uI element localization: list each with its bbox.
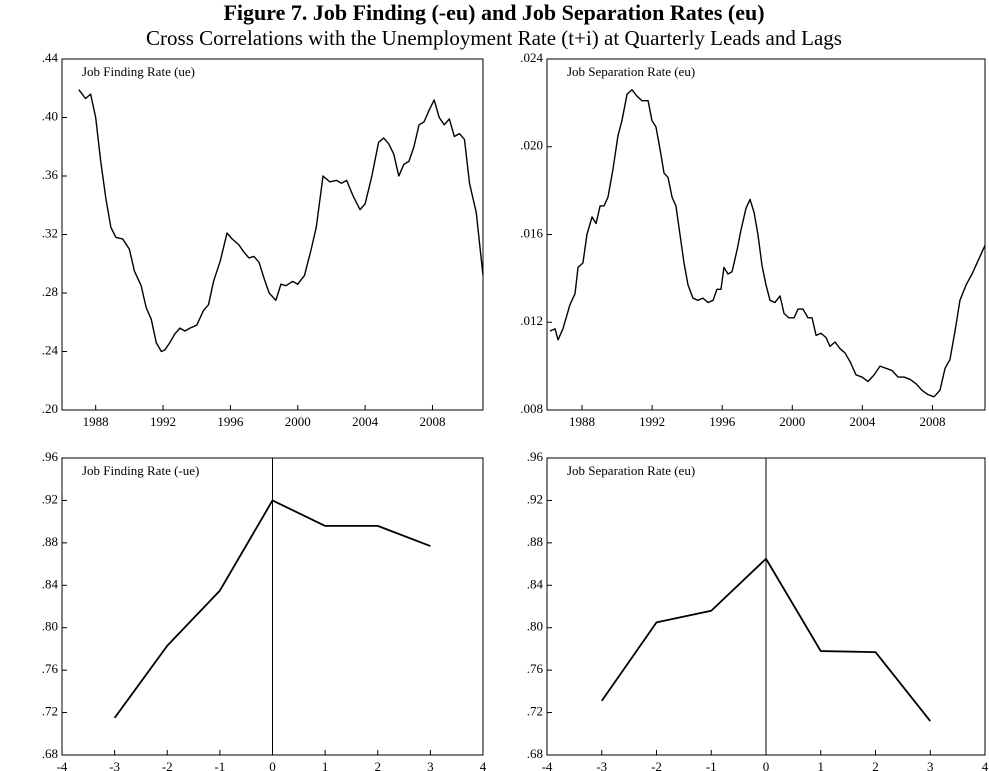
y-tick-label: .012 [520, 313, 543, 328]
x-tick-label: 2004 [849, 414, 876, 429]
y-tick-label: .84 [42, 576, 59, 591]
plot-frame [61, 58, 484, 411]
series-label: Job Separation Rate (eu) [567, 463, 695, 478]
x-tick-label: 2 [375, 759, 382, 771]
x-tick-label: -4 [542, 759, 553, 771]
figure-subtitle: Cross Correlations with the Unemployment… [146, 26, 842, 50]
data-line [601, 557, 931, 722]
series-label: Job Separation Rate (eu) [567, 64, 695, 79]
y-tick-label: .92 [42, 491, 58, 506]
y-tick-label: .96 [42, 449, 59, 464]
y-tick-label: .008 [520, 401, 543, 416]
x-tick-label: -4 [57, 759, 68, 771]
x-tick-label: 4 [982, 759, 989, 771]
y-tick-label: .80 [42, 619, 58, 634]
figure-title: Figure 7. Job Finding (-eu) and Job Sepa… [223, 0, 764, 25]
y-tick-label: .68 [42, 746, 58, 761]
x-tick-label: 1 [322, 759, 329, 771]
data-line [549, 89, 986, 398]
x-tick-label: 2 [872, 759, 879, 771]
x-tick-label: -2 [162, 759, 173, 771]
x-tick-label: -2 [651, 759, 662, 771]
x-tick-label: 1 [818, 759, 825, 771]
x-tick-label: 2000 [285, 414, 311, 429]
data-line [113, 499, 431, 719]
y-tick-label: .84 [527, 576, 544, 591]
y-tick-label: .72 [527, 704, 543, 719]
x-tick-label: 1992 [150, 414, 176, 429]
x-tick-label: -3 [596, 759, 607, 771]
x-tick-label: -1 [706, 759, 717, 771]
x-tick-label: -1 [214, 759, 225, 771]
y-tick-label: .024 [520, 50, 543, 65]
x-tick-label: 1992 [639, 414, 665, 429]
y-tick-label: .016 [520, 225, 543, 240]
y-tick-label: .68 [527, 746, 543, 761]
y-tick-label: .88 [42, 534, 58, 549]
x-tick-label: -3 [109, 759, 120, 771]
x-tick-label: 3 [927, 759, 934, 771]
y-tick-label: .44 [42, 50, 59, 65]
y-tick-label: .24 [42, 342, 59, 357]
x-tick-label: 1996 [217, 414, 244, 429]
y-tick-label: .72 [42, 704, 58, 719]
y-tick-label: .88 [527, 534, 543, 549]
x-tick-label: 4 [480, 759, 487, 771]
y-tick-label: .80 [527, 619, 543, 634]
series-label: Job Finding Rate (ue) [82, 64, 195, 79]
x-tick-label: 2008 [419, 414, 445, 429]
y-tick-label: .96 [527, 449, 544, 464]
y-tick-label: .32 [42, 225, 58, 240]
data-line [78, 89, 484, 353]
plot-frame [546, 58, 986, 411]
x-tick-label: 1988 [83, 414, 109, 429]
y-tick-label: .76 [42, 661, 59, 676]
series-label: Job Finding Rate (-ue) [82, 463, 199, 478]
y-tick-label: .36 [42, 167, 59, 182]
x-tick-label: 0 [269, 759, 276, 771]
x-tick-label: 1988 [569, 414, 595, 429]
y-tick-label: .76 [527, 661, 544, 676]
y-tick-label: .020 [520, 138, 543, 153]
y-tick-label: .92 [527, 491, 543, 506]
y-tick-label: .28 [42, 284, 58, 299]
x-tick-label: 2004 [352, 414, 379, 429]
y-tick-label: .40 [42, 108, 58, 123]
x-tick-label: 2000 [779, 414, 805, 429]
x-tick-label: 0 [763, 759, 770, 771]
x-tick-label: 2008 [919, 414, 945, 429]
x-tick-label: 3 [427, 759, 434, 771]
x-tick-label: 1996 [709, 414, 736, 429]
y-tick-label: .20 [42, 401, 58, 416]
